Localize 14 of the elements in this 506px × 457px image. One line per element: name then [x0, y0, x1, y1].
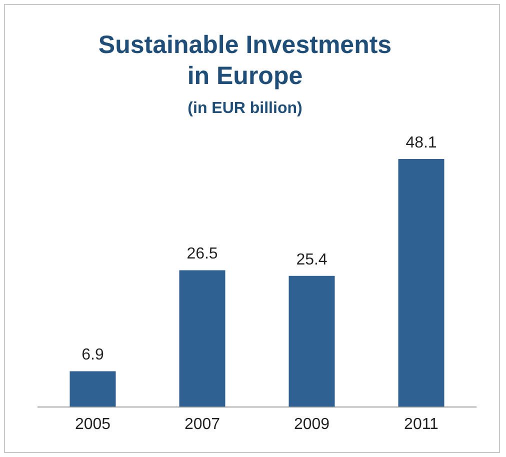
chart-subtitle: (in EUR billion) [186, 100, 304, 118]
chart-title: Sustainable Investments in Europe [97, 30, 393, 92]
data-label: 25.4 [296, 251, 328, 268]
bar [179, 270, 226, 407]
bar [70, 371, 116, 407]
bar [398, 158, 444, 407]
data-label: 6.9 [82, 346, 104, 364]
x-tick-label: 2005 [74, 416, 111, 433]
x-tick-label: 2011 [404, 416, 439, 433]
bar [288, 276, 335, 407]
data-label: 26.5 [186, 246, 218, 263]
x-tick-label: 2007 [184, 416, 220, 433]
data-label: 48.1 [406, 134, 437, 152]
x-tick-label: 2009 [294, 416, 330, 433]
